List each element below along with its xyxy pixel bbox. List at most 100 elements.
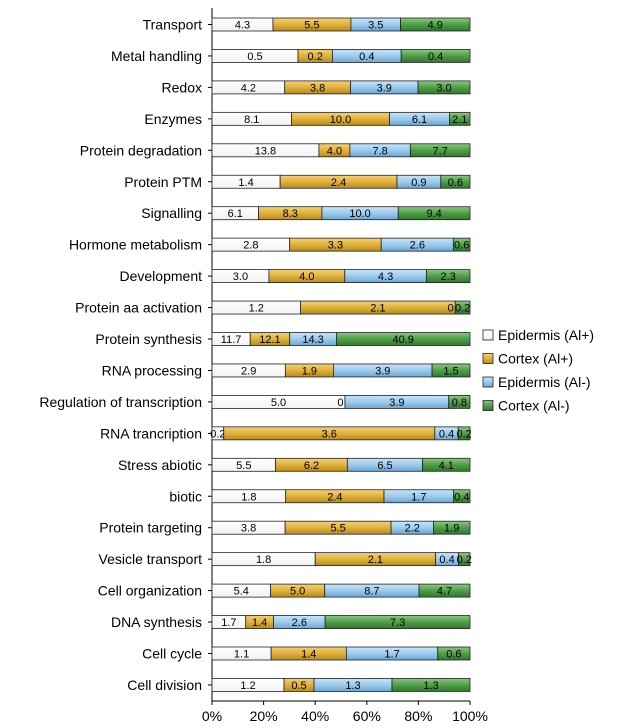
data-label-cortex-al-plus: 6.2 [304,460,319,472]
bar-segment-cortex-al-minus [417,80,471,95]
category-label-protein-targeting: Protein targeting [99,520,202,536]
bar-segment-cortex-al-minus [452,237,471,252]
category-label-regulation-of-transcription: Regulation of transcription [39,394,202,410]
x-tick-label: 80% [404,708,432,724]
data-label-epidermis-al-plus: 2.8 [243,240,258,252]
data-label-cortex-al-minus: 1.3 [423,680,438,692]
data-label-epidermis-al-plus: 0.5 [247,51,262,63]
data-label-cortex-al-minus: 4.7 [437,586,452,598]
data-label-epidermis-al-plus: 1.2 [240,680,255,692]
data-label-cortex-al-minus: 0.6 [448,177,463,189]
data-label-epidermis-al-plus: 5.0 [271,397,286,409]
data-label-epidermis-al-minus: 0.9 [411,177,426,189]
data-label-epidermis-al-minus: 3.9 [377,82,392,94]
data-label-epidermis-al-minus: 1.7 [411,491,426,503]
data-label-cortex-al-plus: 2.1 [368,554,383,566]
data-label-epidermis-al-minus: 1.7 [384,649,399,661]
bar-segment-cortex-al-minus [437,646,471,661]
data-label-epidermis-al-plus: 3.0 [233,271,248,283]
bar-segment-cortex-al-minus [440,174,471,189]
category-label-stress-abiotic: Stress abiotic [118,457,202,473]
data-label-cortex-al-plus: 12.1 [259,334,280,346]
data-label-cortex-al-minus: 9.4 [426,208,441,220]
data-label-epidermis-al-plus: 11.7 [221,334,242,346]
category-label-transport: Transport [143,17,203,33]
data-label-cortex-al-plus: 5.5 [330,523,345,535]
data-label-epidermis-al-minus: 0.4 [439,428,454,440]
data-label-epidermis-al-minus: 8.7 [364,586,379,598]
data-label-cortex-al-minus: 0.2 [456,428,471,440]
x-tick-label: 100% [452,708,488,724]
data-label-epidermis-al-plus: 3.8 [241,523,256,535]
data-label-epidermis-al-plus: 6.1 [228,208,243,220]
category-label-metal-handling: Metal handling [111,48,202,64]
data-label-epidermis-al-minus: 3.9 [389,397,404,409]
data-label-cortex-al-minus: 40.9 [393,334,414,346]
data-label-cortex-al-minus: 0.4 [454,491,469,503]
category-label-rna-processing: RNA processing [102,362,202,378]
legend-swatch-cortex-al-minus [482,400,494,411]
data-label-cortex-al-plus: 4.0 [327,145,342,157]
data-label-epidermis-al-minus: 0.4 [359,51,374,63]
category-label-development: Development [120,268,203,284]
category-label-enzymes: Enzymes [144,111,202,127]
data-label-epidermis-al-plus: 2.9 [241,365,256,377]
data-label-cortex-al-plus: 1.9 [302,365,317,377]
data-label-epidermis-al-minus: 1.3 [345,680,360,692]
data-label-cortex-al-plus: 4.0 [299,271,314,283]
category-label-rna-trancription: RNA trancription [100,425,202,441]
data-label-cortex-al-minus: 0.6 [454,240,469,252]
data-label-cortex-al-minus: 0.2 [455,303,470,315]
data-label-epidermis-al-plus: 5.5 [236,460,251,472]
data-label-cortex-al-minus: 4.1 [439,460,454,472]
data-label-epidermis-al-plus: 4.3 [235,20,250,32]
data-label-epidermis-al-plus: 1.8 [241,491,256,503]
bar-segment-cortex-al-minus [397,206,471,221]
x-tick-label: 0% [202,708,222,724]
plot-area: 0% 20% 40% 60% 80% 100% Transport 4.3 5.5 3.5 4.9 M… [39,8,488,724]
data-label-cortex-al-minus: 2.3 [441,271,456,283]
data-label-cortex-al-plus: 1.4 [301,649,316,661]
data-label-cortex-al-minus: 0.8 [452,397,467,409]
data-label-cortex-al-minus: 7.7 [433,145,448,157]
category-label-vesicle-transport: Vesicle transport [99,551,203,567]
data-label-cortex-al-minus: 7.3 [390,617,405,629]
legend-swatch-epidermis-al-plus [482,329,494,341]
x-tick-label: 60% [353,708,381,724]
category-label-protein-synthesis: Protein synthesis [95,331,202,347]
data-label-epidermis-al-plus: 8.1 [244,114,259,126]
data-label-cortex-al-plus: 5.0 [290,586,305,598]
bar-segment-cortex-al-minus [453,489,471,504]
data-label-cortex-al-plus: 3.3 [328,240,343,252]
data-label-cortex-al-plus: 0.2 [308,51,323,63]
bar-segment-cortex-al-minus [336,332,471,346]
legend-swatch-epidermis-al-minus [482,376,494,388]
data-label-epidermis-al-minus: 2.6 [410,240,425,252]
category-label-cell-cycle: Cell cycle [142,646,202,662]
legend-label-cortex-al-minus: Cortex (Al-) [498,398,570,414]
legend: Epidermis (Al+) Cortex (Al+) Epidermis (Al… [482,327,594,414]
data-label-epidermis-al-minus: 14.3 [302,334,323,346]
data-label-cortex-al-minus: 0.4 [428,51,443,63]
bar-segment-cortex-al-minus [391,678,471,692]
category-label-protein-degradation: Protein degradation [80,142,202,158]
data-label-cortex-al-plus: 8.3 [283,208,298,220]
category-label-hormone-metabolism: Hormone metabolism [69,237,202,253]
data-label-epidermis-al-minus: 6.5 [377,460,392,472]
category-label-signalling: Signalling [141,205,202,221]
data-label-cortex-al-plus: 10.0 [330,114,351,126]
data-label-epidermis-al-minus: 3.5 [368,20,383,32]
bar-segment-cortex-al-minus [400,17,471,32]
data-label-epidermis-al-plus: 1.8 [256,554,271,566]
bar-segment-cortex-al-minus [409,143,471,158]
data-label-cortex-al-minus: 1.5 [443,365,458,377]
data-label-cortex-al-plus: 3.6 [322,428,337,440]
data-label-cortex-al-plus: 2.1 [370,303,385,315]
data-label-cortex-al-plus: 5.5 [304,20,319,32]
data-label-epidermis-al-minus: 2.6 [292,617,307,629]
category-label-biotic: biotic [169,488,202,504]
data-label-cortex-al-minus: 4.9 [428,20,443,32]
data-label-epidermis-al-plus: 4.2 [241,82,256,94]
legend-label-cortex-al-plus: Cortex (Al+) [498,351,573,367]
data-label-cortex-al-plus: 0.5 [291,680,306,692]
